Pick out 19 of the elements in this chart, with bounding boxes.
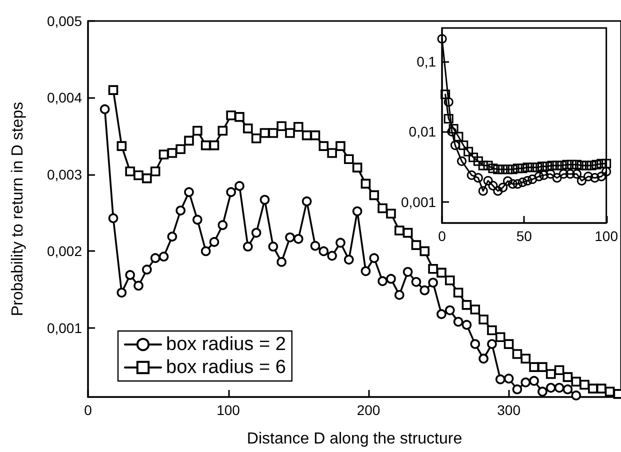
x-tick-label: 200 [356,402,380,418]
y-tick-label: 0,002 [46,243,82,260]
y-tick-label: 0,001 [46,320,82,336]
legend-label: box radius = 2 [166,334,286,355]
x-tick-label: 0 [438,228,446,244]
y-tick-label: 0,004 [46,90,82,106]
y-tick-label: 0,01 [408,124,436,140]
x-tick-label: 100 [594,228,618,244]
legend-label: box radius = 6 [166,357,286,378]
y-tick-label: 0,1 [416,53,436,70]
x-axis-title: Distance D along the structure [246,430,462,448]
y-tick-label: 0,003 [46,166,82,182]
y-tick-label: 0,001 [400,194,436,210]
x-tick-label: 0 [84,402,92,418]
x-tick-label: 100 [216,402,240,418]
y-axis-title: Probability to return in D steps [10,102,26,316]
y-tick-label: 0,005 [46,13,82,29]
x-tick-label: 50 [516,228,532,244]
x-tick-label: 300 [497,402,521,418]
